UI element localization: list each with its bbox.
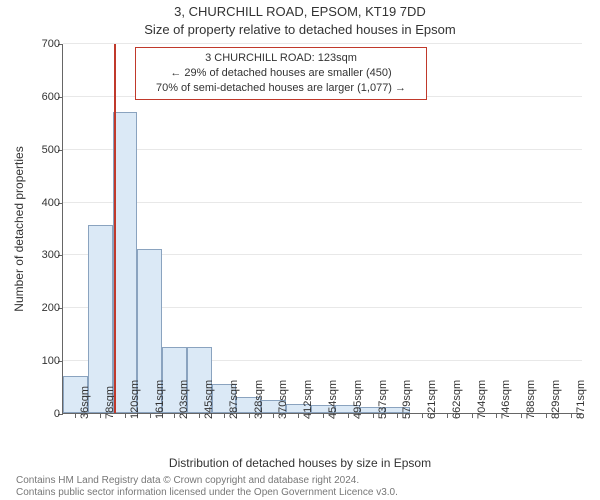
x-tick-label: 120sqm bbox=[129, 380, 141, 419]
annotation-box: 3 CHURCHILL ROAD: 123sqm← 29% of detache… bbox=[135, 47, 427, 100]
x-tick-label: 537sqm bbox=[377, 380, 389, 419]
x-tick-label: 287sqm bbox=[228, 380, 240, 419]
y-tick-label: 400 bbox=[20, 197, 60, 209]
x-tick-label: 871sqm bbox=[575, 380, 587, 419]
x-tick-label: 662sqm bbox=[451, 380, 463, 419]
x-tick-mark bbox=[125, 413, 126, 418]
x-tick-mark bbox=[521, 413, 522, 418]
x-tick-mark bbox=[571, 413, 572, 418]
x-tick-label: 328sqm bbox=[253, 380, 265, 419]
x-tick-mark bbox=[397, 413, 398, 418]
x-tick-mark bbox=[447, 413, 448, 418]
chart-container: 3, CHURCHILL ROAD, EPSOM, KT19 7DD Size … bbox=[0, 0, 600, 500]
histogram-bar bbox=[88, 225, 113, 413]
x-tick-label: 704sqm bbox=[476, 380, 488, 419]
x-tick-mark bbox=[422, 413, 423, 418]
y-tick-label: 700 bbox=[20, 38, 60, 50]
x-tick-mark bbox=[373, 413, 374, 418]
x-tick-mark bbox=[496, 413, 497, 418]
y-tick-label: 200 bbox=[20, 302, 60, 314]
x-tick-label: 245sqm bbox=[203, 380, 215, 419]
x-tick-label: 579sqm bbox=[401, 380, 413, 419]
y-tick-label: 600 bbox=[20, 91, 60, 103]
x-tick-label: 36sqm bbox=[79, 386, 91, 419]
x-tick-label: 454sqm bbox=[327, 380, 339, 419]
x-tick-mark bbox=[199, 413, 200, 418]
x-tick-label: 412sqm bbox=[302, 380, 314, 419]
annotation-line-3: 70% of semi-detached houses are larger (… bbox=[142, 81, 420, 96]
x-tick-label: 203sqm bbox=[178, 380, 190, 419]
x-tick-label: 161sqm bbox=[154, 380, 166, 419]
y-tick-label: 300 bbox=[20, 249, 60, 261]
subject-marker-line bbox=[114, 44, 116, 413]
x-tick-mark bbox=[174, 413, 175, 418]
footer-line-2: Contains public sector information licen… bbox=[16, 487, 398, 498]
x-tick-label: 829sqm bbox=[550, 380, 562, 419]
x-tick-label: 495sqm bbox=[352, 380, 364, 419]
y-tick-label: 0 bbox=[20, 408, 60, 420]
x-axis-label: Distribution of detached houses by size … bbox=[0, 456, 600, 470]
y-tick-label: 100 bbox=[20, 355, 60, 367]
x-tick-mark bbox=[348, 413, 349, 418]
x-tick-label: 370sqm bbox=[277, 380, 289, 419]
plot-area: 010020030040050060070036sqm78sqm120sqm16… bbox=[62, 44, 582, 414]
x-tick-mark bbox=[150, 413, 151, 418]
x-tick-mark bbox=[546, 413, 547, 418]
footer-line-1: Contains HM Land Registry data © Crown c… bbox=[16, 475, 359, 486]
title-line-1: 3, CHURCHILL ROAD, EPSOM, KT19 7DD bbox=[0, 4, 600, 19]
x-tick-mark bbox=[273, 413, 274, 418]
annotation-line-2: ← 29% of detached houses are smaller (45… bbox=[142, 66, 420, 81]
x-tick-mark bbox=[100, 413, 101, 418]
y-tick-label: 500 bbox=[20, 144, 60, 156]
x-tick-label: 788sqm bbox=[525, 380, 537, 419]
gridline bbox=[63, 149, 582, 150]
gridline bbox=[63, 202, 582, 203]
annotation-line-1: 3 CHURCHILL ROAD: 123sqm bbox=[142, 51, 420, 66]
x-tick-label: 746sqm bbox=[500, 380, 512, 419]
y-axis-label: Number of detached properties bbox=[12, 146, 26, 311]
x-tick-mark bbox=[75, 413, 76, 418]
x-tick-mark bbox=[298, 413, 299, 418]
x-tick-mark bbox=[224, 413, 225, 418]
x-tick-mark bbox=[249, 413, 250, 418]
x-tick-mark bbox=[472, 413, 473, 418]
title-line-2: Size of property relative to detached ho… bbox=[0, 22, 600, 37]
x-tick-label: 621sqm bbox=[426, 380, 438, 419]
x-tick-mark bbox=[323, 413, 324, 418]
gridline bbox=[63, 43, 582, 44]
